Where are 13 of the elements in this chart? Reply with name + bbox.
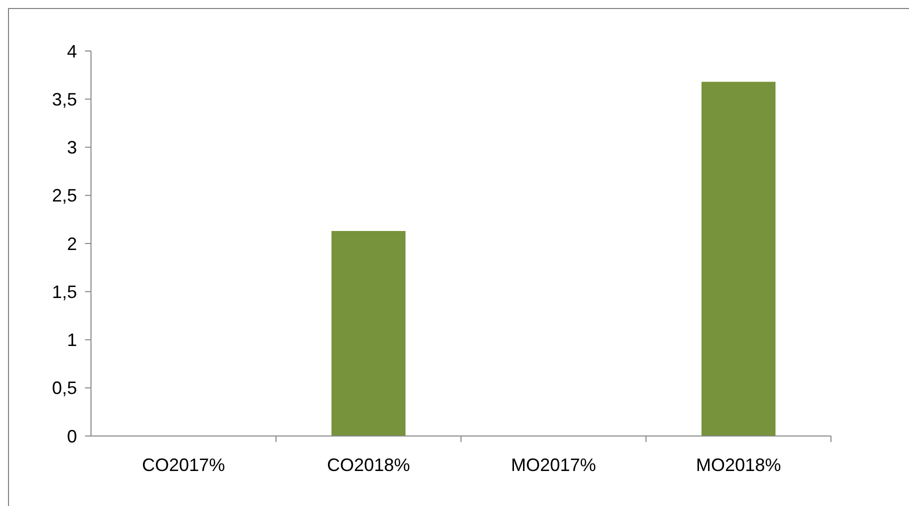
y-tick-label: 0,5 [52,378,77,398]
y-tick-label: 3,5 [52,89,77,110]
x-tick-label: MO2018% [696,455,782,475]
y-tick-label: 4 [66,41,77,62]
x-tick-label: CO2017% [142,455,226,475]
y-tick-label: 2 [66,234,77,254]
y-tick-label: 1 [66,330,77,350]
y-tick-label: 2,5 [52,186,77,206]
y-tick-label: 1,5 [52,282,77,302]
x-tick-label: CO2018% [326,455,410,475]
x-tick-label: MO2017% [510,455,596,475]
y-tick-label: 0 [66,426,77,446]
y-tick-label: 3 [66,138,77,158]
